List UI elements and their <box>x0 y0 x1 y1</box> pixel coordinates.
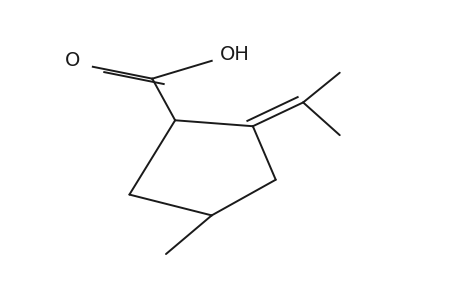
Text: OH: OH <box>219 45 249 64</box>
Text: O: O <box>64 51 80 70</box>
